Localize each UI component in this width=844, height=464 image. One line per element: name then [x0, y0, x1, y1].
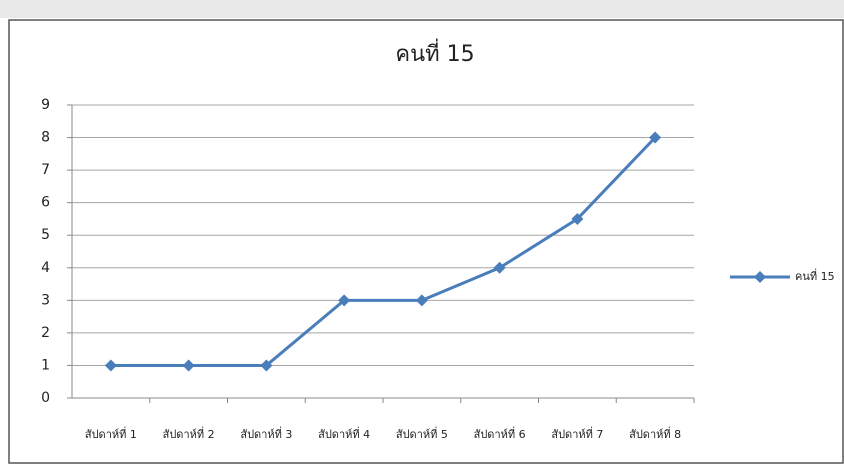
- point-marker: [649, 131, 662, 144]
- y-tick-label: 3: [41, 292, 50, 308]
- y-tick-label: 5: [41, 227, 50, 243]
- series-line: [110, 136, 657, 367]
- y-tick-label: 0: [41, 390, 50, 406]
- x-tick-label: สัปดาห์ที่ 2: [163, 426, 215, 441]
- chart-title: คนที่ 15: [395, 38, 474, 67]
- x-tick-label: สัปดาห์ที่ 7: [551, 426, 603, 441]
- y-tick-label: 8: [41, 130, 50, 146]
- y-tick-label: 4: [41, 260, 50, 276]
- x-tick-label: สัปดาห์ที่ 3: [240, 426, 292, 441]
- y-tick-label: 6: [41, 195, 50, 211]
- top-strip: [0, 0, 844, 18]
- point-marker: [571, 212, 584, 225]
- point-marker: [415, 294, 428, 307]
- point-marker: [493, 261, 506, 274]
- x-tick-label: สัปดาห์ที่ 5: [396, 426, 448, 441]
- chart-border: [8, 19, 844, 464]
- y-tick-label: 2: [41, 325, 50, 341]
- point-marker: [104, 359, 117, 372]
- point-marker: [260, 359, 273, 372]
- x-tick-label: สัปดาห์ที่ 1: [85, 426, 137, 441]
- x-tick-label: สัปดาห์ที่ 6: [474, 426, 526, 441]
- x-tick-label: สัปดาห์ที่ 4: [318, 426, 370, 441]
- legend-label: คนที่ 15: [795, 268, 835, 283]
- point-marker: [338, 294, 351, 307]
- x-tick-label: สัปดาห์ที่ 8: [629, 426, 681, 441]
- y-tick-label: 9: [41, 97, 50, 113]
- y-tick-label: 7: [41, 162, 50, 178]
- y-tick-label: 1: [41, 357, 50, 373]
- legend-marker: [754, 271, 766, 283]
- point-marker: [182, 359, 195, 372]
